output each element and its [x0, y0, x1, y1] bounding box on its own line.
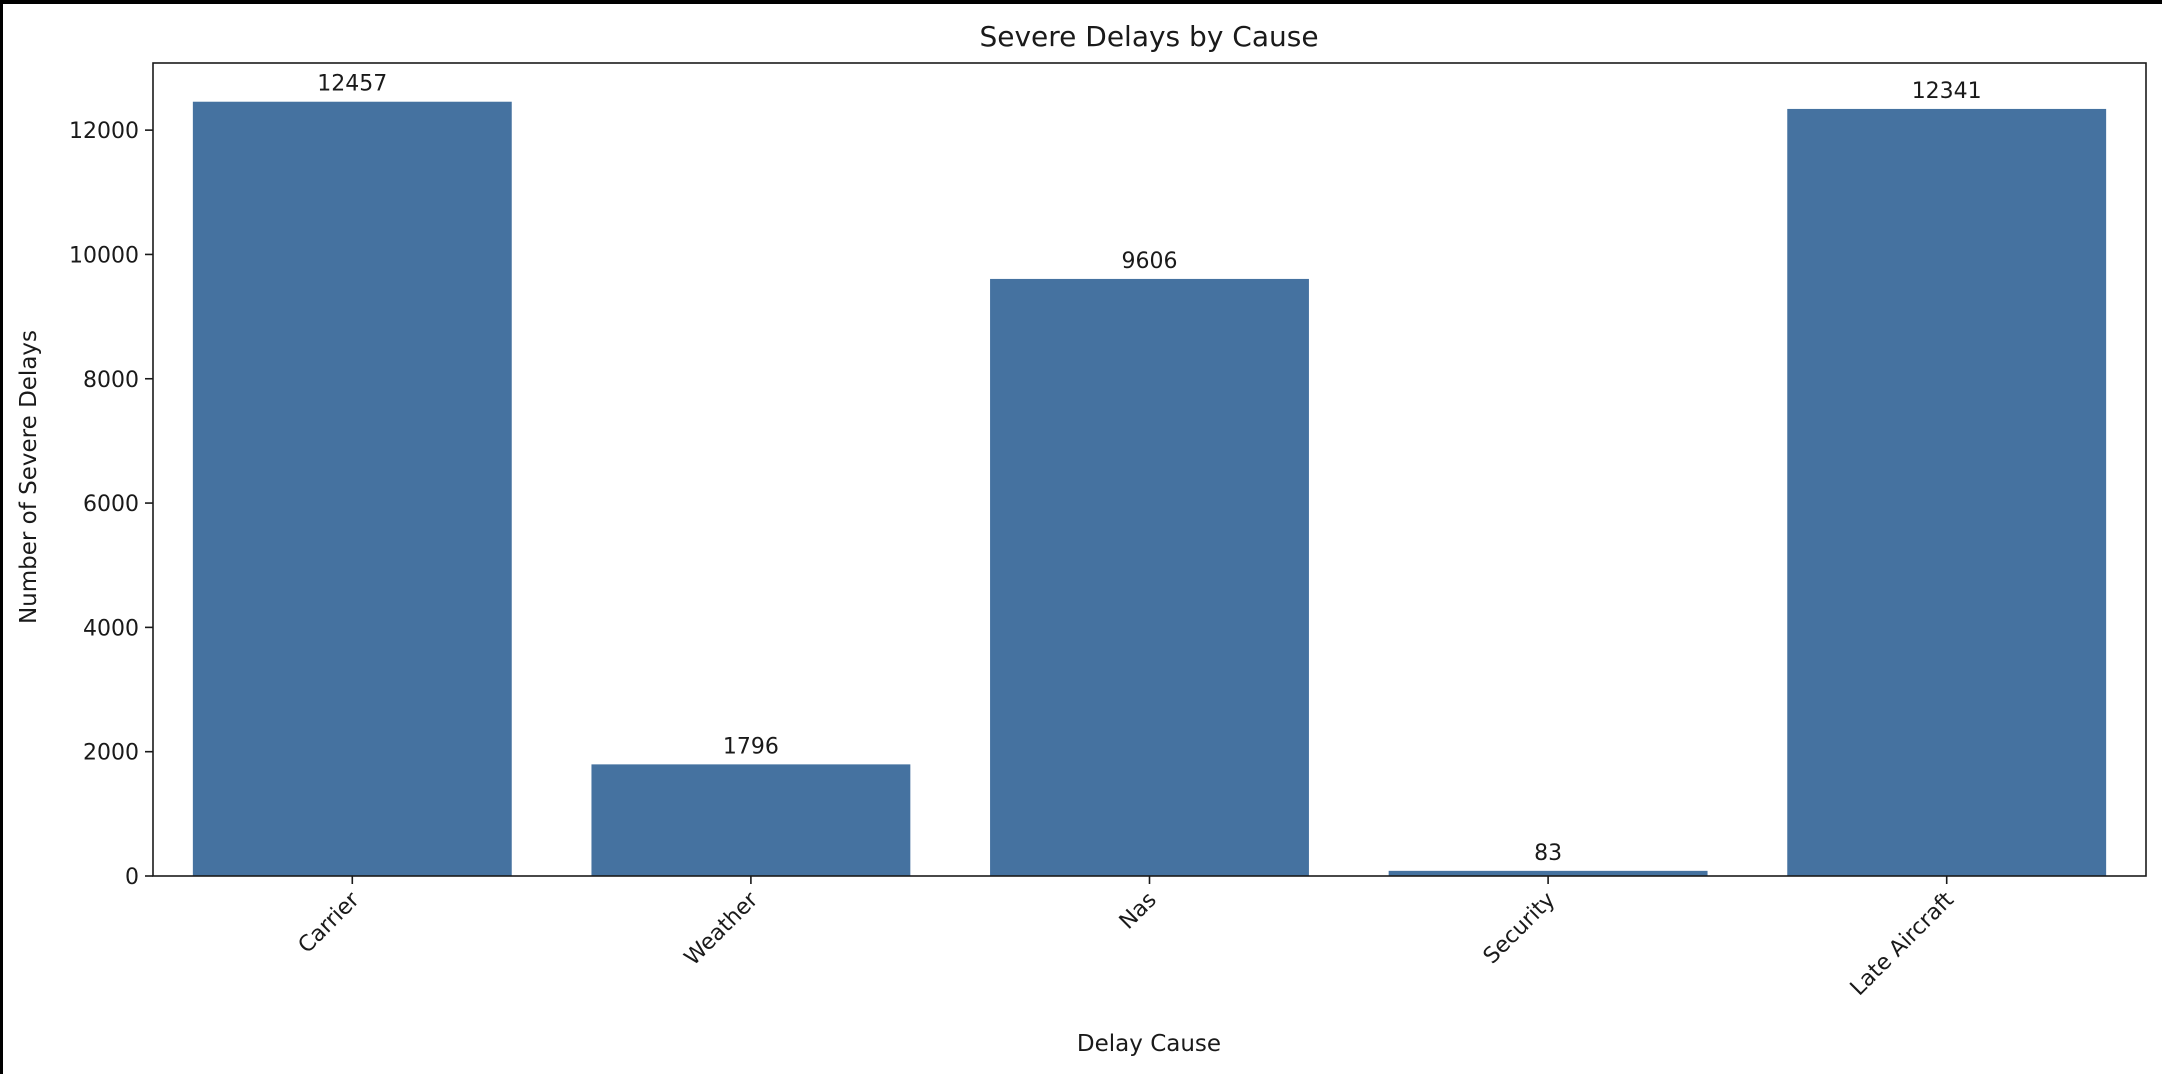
x-tick-label-late-aircraft: Late Aircraft	[1846, 887, 1960, 1001]
bar-security	[1388, 870, 1708, 876]
x-tick-label-carrier: Carrier	[294, 887, 366, 959]
bar-value-label-nas: 9606	[1122, 249, 1178, 274]
y-tick-label-2000: 2000	[83, 741, 139, 766]
y-tick-label-0: 0	[125, 865, 139, 890]
bar-labels-layer: 12457 1796 9606 83 12341	[317, 72, 1981, 866]
bars-layer	[192, 101, 2107, 877]
bar-carrier	[192, 101, 512, 877]
bar-value-label-late-aircraft: 12341	[1912, 79, 1982, 104]
x-tick-label-weather: Weather	[680, 887, 764, 971]
y-tick-label-6000: 6000	[83, 492, 139, 517]
chart-canvas: Severe Delays by Cause 12457 1796 9606 83 12…	[3, 4, 2162, 1074]
bar-weather	[591, 764, 911, 876]
y-tick-label-12000: 12000	[69, 119, 139, 144]
chart-title: Severe Delays by Cause	[979, 20, 1318, 53]
y-tick-label-8000: 8000	[83, 368, 139, 393]
bar-value-label-security: 83	[1534, 841, 1562, 866]
bar-value-label-carrier: 12457	[317, 72, 387, 97]
x-tick-label-nas: Nas	[1115, 888, 1162, 935]
plot-frame	[152, 62, 2147, 877]
bar-nas	[990, 278, 1309, 876]
x-axis-label: Delay Cause	[1077, 1031, 1221, 1057]
x-axis: Carrier Weather Nas Security Late Aircraft	[294, 876, 1960, 1001]
bar-late-aircraft	[1787, 108, 2107, 877]
bar-value-label-weather: 1796	[723, 734, 779, 759]
y-axis: 0 2000 4000 6000 8000 10000 12000	[69, 119, 153, 890]
y-axis-label: Number of Severe Delays	[16, 330, 42, 624]
y-tick-label-10000: 10000	[69, 243, 139, 268]
y-tick-label-4000: 4000	[83, 616, 139, 641]
bar-chart: Severe Delays by Cause 12457179696068312…	[16, 20, 2147, 1057]
x-tick-label-security: Security	[1479, 888, 1561, 970]
